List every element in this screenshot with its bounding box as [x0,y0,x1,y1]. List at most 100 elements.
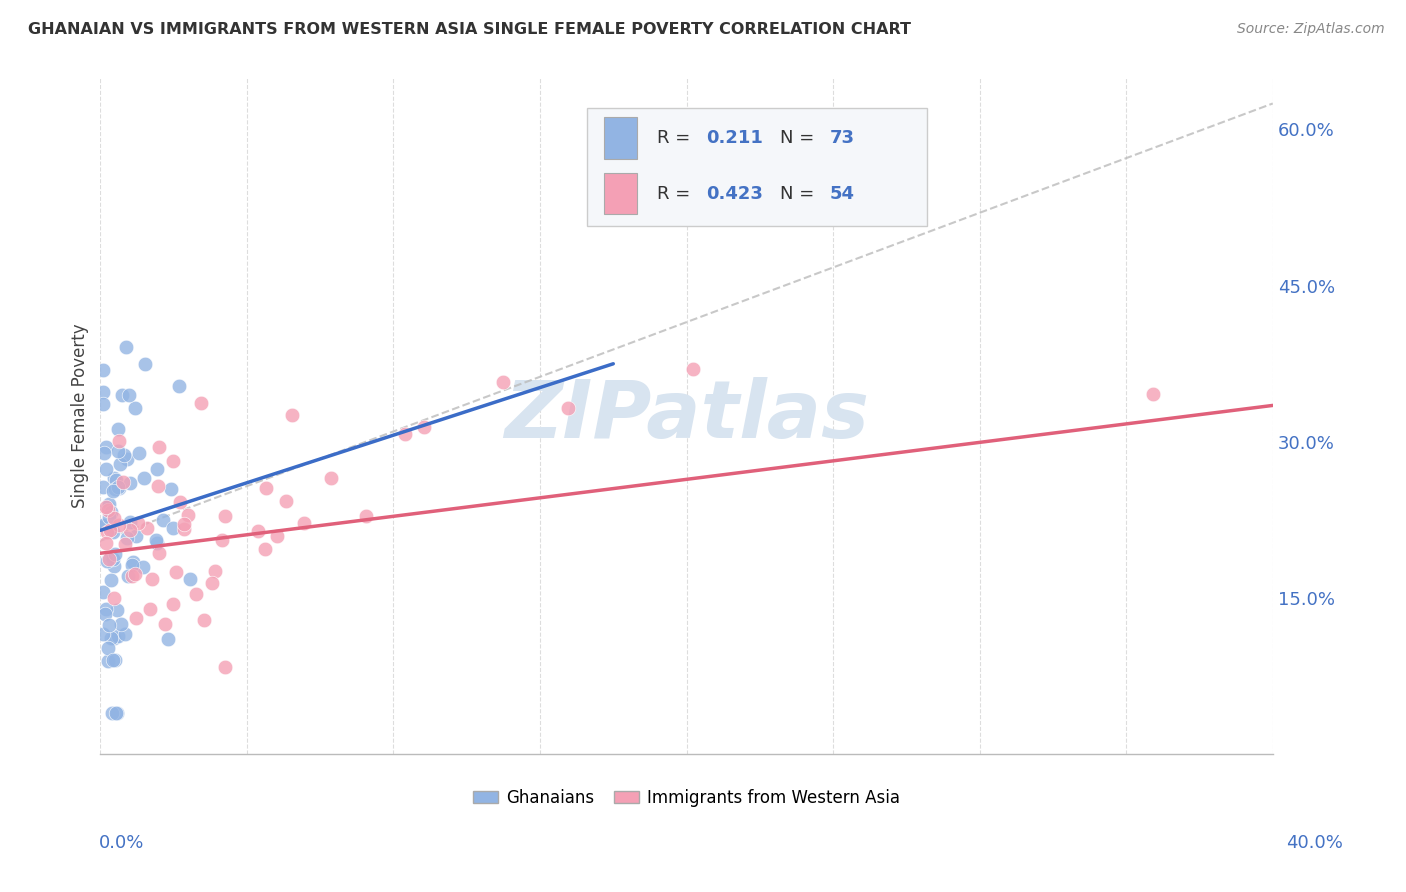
Point [112,448,135,462]
Point [135,520,157,534]
Point [103,558,125,573]
Point [145,533,167,548]
Point [134,357,156,371]
Point [103,511,125,525]
Point [103,591,125,606]
Point [190,396,212,410]
Point [492,375,515,389]
Text: 0.423: 0.423 [706,185,763,202]
Point [96,554,118,568]
Point [101,483,124,498]
Point [124,401,146,416]
Point [107,421,129,435]
Point [157,632,180,646]
Point [201,575,224,590]
Point [98,497,121,511]
Point [105,473,128,487]
Point [253,541,276,556]
Point [110,457,132,471]
Point [97,641,120,656]
Point [97,503,120,517]
Point [117,569,139,583]
Point [165,566,187,580]
Point [114,537,136,551]
Text: R =: R = [657,185,696,202]
Point [96,525,118,540]
Point [108,434,131,448]
Point [91,480,114,494]
Point [128,445,150,459]
Text: 54: 54 [830,185,855,202]
Point [91,363,114,377]
Point [103,552,125,566]
Point [159,483,181,497]
Point [91,384,114,399]
Point [292,516,315,530]
Text: R =: R = [657,128,696,147]
Point [91,584,114,599]
Point [354,508,377,523]
Point [100,505,122,519]
Text: N =: N = [780,128,820,147]
Point [115,340,138,354]
Point [108,518,131,533]
Text: GHANAIAN VS IMMIGRANTS FROM WESTERN ASIA SINGLE FEMALE POVERTY CORRELATION CHART: GHANAIAN VS IMMIGRANTS FROM WESTERN ASIA… [28,22,911,37]
Point [141,572,163,586]
Point [108,481,131,495]
Point [162,597,184,611]
Point [184,587,207,601]
Point [96,602,118,616]
Point [94,462,117,476]
Point [214,509,236,524]
Point [107,479,129,493]
Point [105,706,128,720]
Point [97,655,120,669]
Point [100,573,122,587]
Point [124,566,146,581]
Point [103,653,125,667]
Point [173,522,195,536]
Point [179,572,201,586]
Point [127,516,149,530]
Point [1142,386,1164,401]
Point [110,617,132,632]
Text: 0.0%: 0.0% [98,834,143,852]
Point [204,564,226,578]
Point [91,517,114,532]
Point [115,452,138,467]
Point [103,631,125,645]
Point [148,546,170,560]
Point [682,362,704,376]
Point [97,500,120,515]
Point [125,529,148,543]
Point [169,495,191,509]
Point [145,462,167,476]
Point [94,440,117,454]
Point [266,529,288,543]
Point [177,508,200,522]
Point [152,513,174,527]
Point [105,603,128,617]
Point [118,523,141,537]
Point [132,560,155,574]
Point [93,446,115,460]
Point [98,523,121,537]
Point [103,471,125,485]
Text: Source: ZipAtlas.com: Source: ZipAtlas.com [1237,22,1385,37]
Point [146,479,169,493]
Point [117,531,139,545]
Point [111,388,134,402]
Point [98,552,121,566]
Point [167,378,190,392]
Text: 0.211: 0.211 [706,128,763,147]
Point [91,627,114,641]
Point [120,476,142,491]
Point [104,706,127,720]
Point [114,627,136,641]
Point [96,500,118,515]
Point [557,401,579,416]
Point [394,426,416,441]
Point [121,558,143,573]
Point [214,660,236,674]
FancyBboxPatch shape [605,117,637,159]
